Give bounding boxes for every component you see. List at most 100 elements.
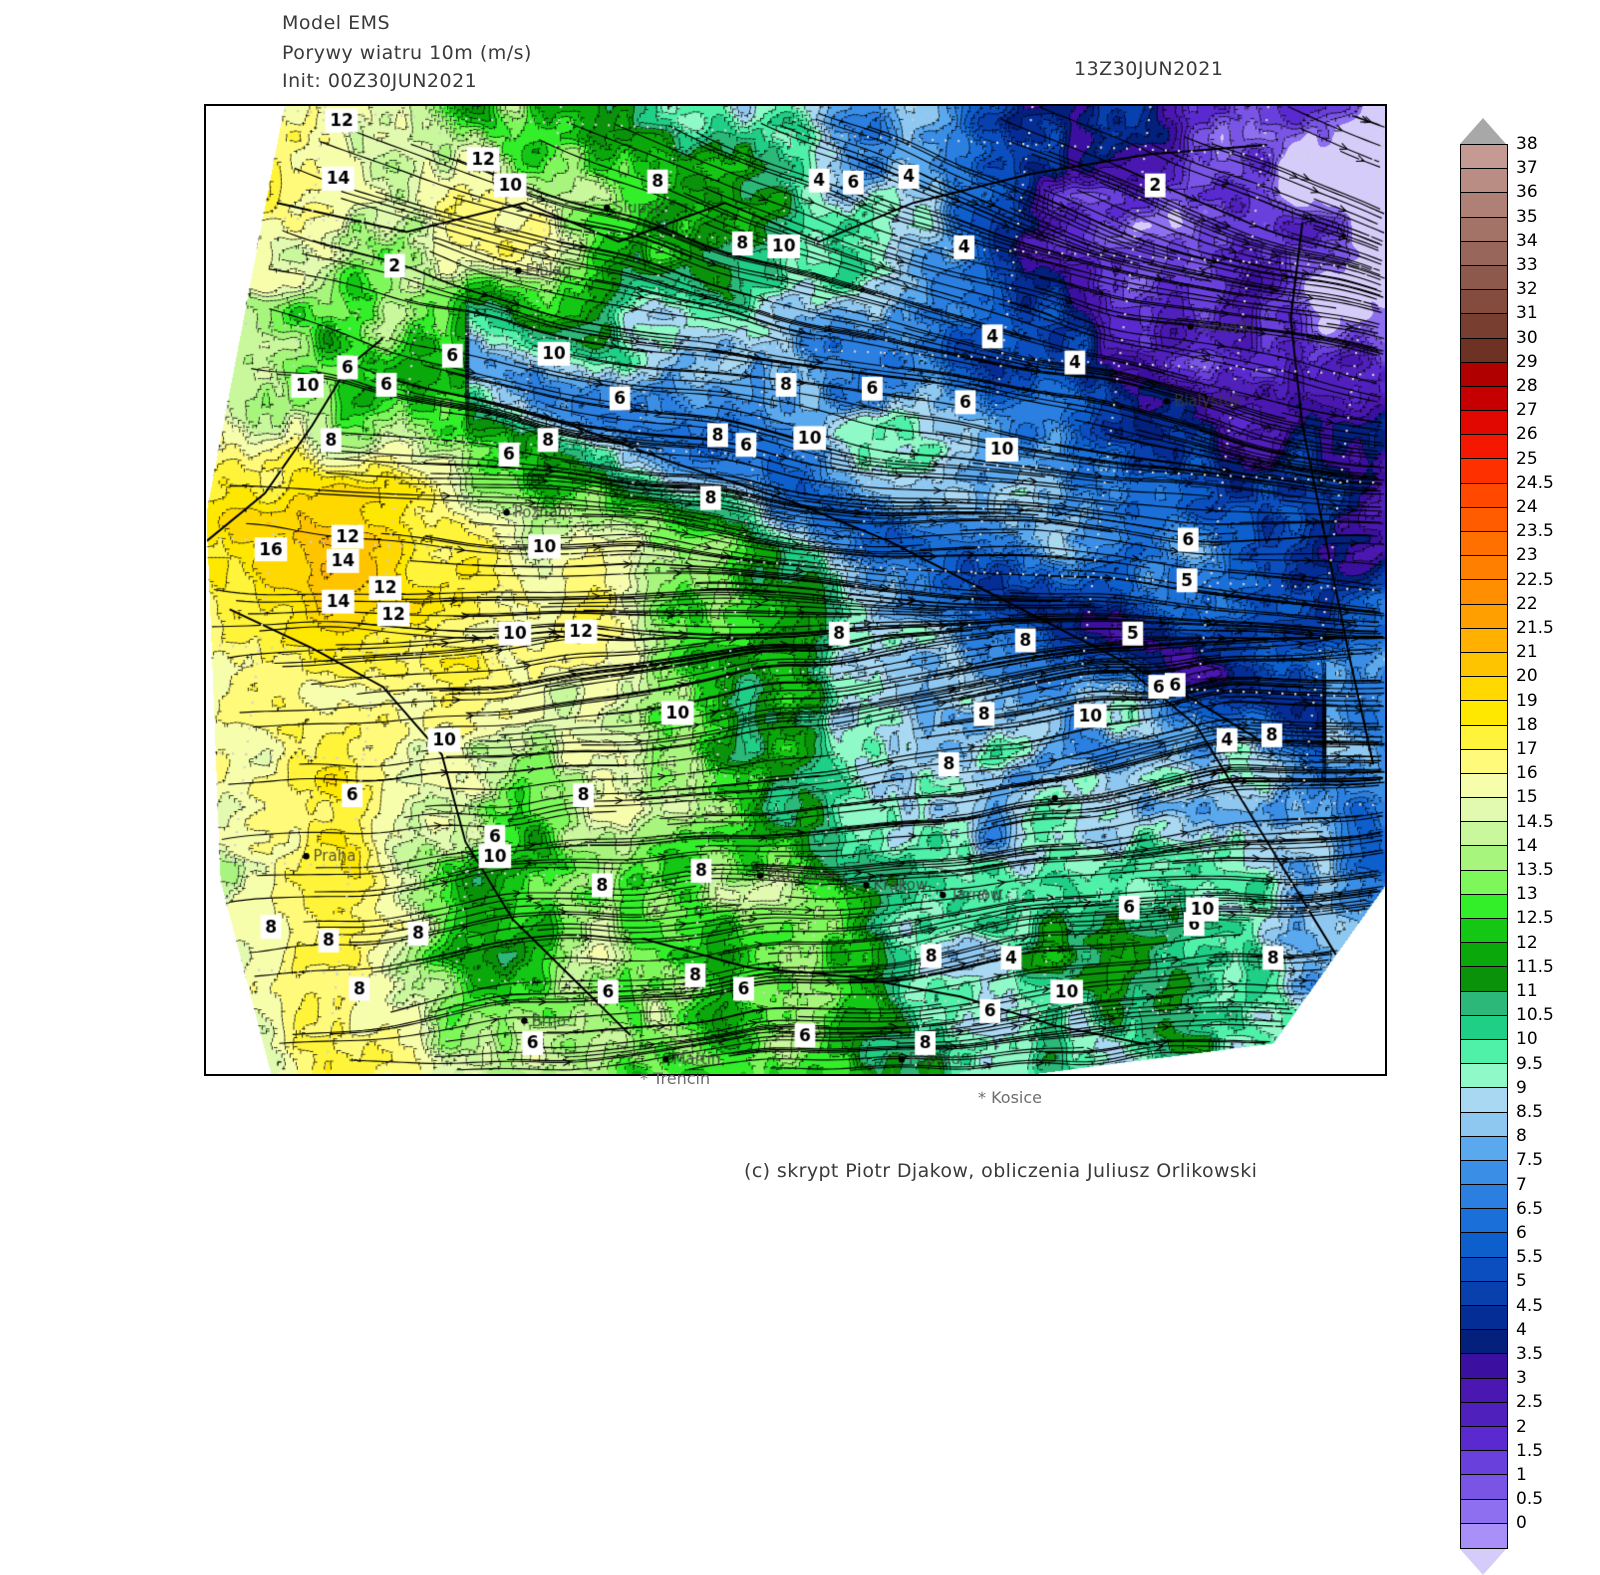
wind-gust-contour-map[interactable] — [206, 106, 1385, 1074]
colorbar-swatch — [1461, 1039, 1507, 1065]
colorbar-swatch — [1461, 1354, 1507, 1379]
city-label-kosice: * Kosice — [978, 1088, 1042, 1107]
weather-map-panel[interactable] — [204, 104, 1387, 1076]
colorbar-tick-label: 3 — [1516, 1368, 1527, 1389]
colorbar-tick-label: 11 — [1516, 981, 1538, 1001]
colorbar-swatch — [1461, 314, 1507, 339]
colorbar-tick-label: 11.5 — [1516, 956, 1554, 977]
colorbar-tick-label: 22 — [1516, 593, 1538, 614]
colorbar-tick-label: 26 — [1516, 424, 1538, 445]
colorbar-swatch — [1461, 1426, 1507, 1452]
colorbar-swatch — [1461, 145, 1507, 170]
colorbar-swatch — [1461, 628, 1507, 653]
colorbar-swatch — [1461, 1281, 1507, 1306]
colorbar-tick-label: 21 — [1516, 642, 1538, 663]
colorbar-tick-label: 4.5 — [1516, 1295, 1544, 1316]
colorbar-tick-label: 0.5 — [1516, 1489, 1544, 1510]
colorbar-tick-label: 12 — [1516, 932, 1538, 953]
colorbar-swatch — [1461, 507, 1507, 532]
colorbar-tick-label: 23 — [1516, 545, 1538, 566]
city-label-trencin: * Trencin — [640, 1069, 711, 1088]
colorbar-tick-label: 18 — [1516, 714, 1538, 735]
colorbar-swatch — [1461, 967, 1507, 992]
header-valid-time: 13Z30JUN2021 — [1074, 58, 1224, 80]
colorbar-swatch — [1461, 701, 1507, 726]
colorbar-tick-label: 17 — [1516, 739, 1538, 759]
colorbar-tick-label: 14 — [1516, 835, 1538, 856]
colorbar-tick-label: 5.5 — [1516, 1247, 1544, 1268]
colorbar-swatch — [1461, 265, 1507, 291]
colorbar-swatch — [1461, 193, 1507, 218]
colorbar-swatch — [1461, 798, 1507, 823]
colorbar-swatch — [1461, 217, 1507, 242]
colorbar-tick-label: 23.5 — [1516, 521, 1554, 542]
colorbar-tick-label: 6.5 — [1516, 1198, 1544, 1219]
colorbar-tick-label: 8 — [1516, 1126, 1527, 1147]
colorbar-tick-label: 8.5 — [1516, 1102, 1544, 1122]
colorbar-tick-label: 21.5 — [1516, 618, 1554, 638]
colorbar-swatch — [1461, 1064, 1507, 1089]
colorbar-swatch — [1461, 411, 1507, 436]
colorbar-tick-label: 33 — [1516, 255, 1538, 275]
colorbar-tick-label: 5 — [1516, 1271, 1527, 1292]
colorbar-swatch — [1461, 1499, 1507, 1524]
colorbar-tick-label: 13 — [1516, 884, 1538, 905]
header-field-name: Porywy wiatru 10m (m/s) — [282, 42, 532, 64]
colorbar-swatch — [1461, 241, 1507, 266]
colorbar-swatch — [1461, 1015, 1507, 1040]
colorbar-swatch — [1461, 1523, 1507, 1548]
colorbar-swatch — [1461, 846, 1507, 871]
colorbar-tick-label: 31 — [1516, 303, 1538, 324]
colorbar-tick-label: 29 — [1516, 351, 1538, 372]
colorbar-tick-label: 6 — [1516, 1223, 1527, 1243]
colorbar-swatch — [1461, 1451, 1507, 1476]
colorbar-tick-label: 7.5 — [1516, 1150, 1544, 1171]
colorbar-swatch — [1461, 1330, 1507, 1355]
colorbar-tick-label: 35 — [1516, 206, 1538, 227]
colorbar-swatch — [1461, 338, 1507, 363]
colorbar-tick-label: 9 — [1516, 1077, 1527, 1098]
colorbar-swatches — [1460, 144, 1508, 1549]
header-model-name: Model EMS — [282, 12, 391, 34]
colorbar-tick-label: 2 — [1516, 1416, 1527, 1437]
colorbar-swatch — [1461, 556, 1507, 581]
colorbar-tick-label: 2.5 — [1516, 1392, 1544, 1413]
colorbar-swatch — [1461, 1378, 1507, 1403]
colorbar-swatch — [1461, 1136, 1507, 1161]
colorbar-swatch — [1461, 362, 1507, 387]
colorbar-tick-label: 37 — [1516, 158, 1538, 179]
colorbar-tick-label: 27 — [1516, 400, 1538, 421]
colorbar-swatch — [1461, 652, 1507, 678]
colorbar-tick-label: 1.5 — [1516, 1440, 1544, 1461]
colorbar-swatch — [1461, 483, 1507, 508]
header-init-time: Init: 00Z30JUN2021 — [282, 70, 478, 92]
colorbar-swatch — [1461, 943, 1507, 968]
colorbar-tick-label: 25 — [1516, 448, 1538, 469]
colorbar-swatch — [1461, 1185, 1507, 1210]
colorbar-tick-label: 15 — [1516, 787, 1538, 808]
colorbar-swatch — [1461, 169, 1507, 194]
colorbar-tick-label: 30 — [1516, 327, 1538, 348]
colorbar-swatch — [1461, 677, 1507, 702]
colorbar-tick-label: 32 — [1516, 279, 1538, 300]
colorbar-swatch — [1461, 386, 1507, 412]
colorbar-underflow-cap-bottom — [1460, 1548, 1506, 1575]
colorbar-swatch — [1461, 580, 1507, 605]
colorbar-tick-label: 9.5 — [1516, 1053, 1544, 1074]
colorbar-tick-label: 22.5 — [1516, 569, 1554, 590]
colorbar-tick-label: 24 — [1516, 497, 1538, 517]
colorbar-tick-label: 28 — [1516, 376, 1538, 396]
colorbar-tick-label: 10 — [1516, 1029, 1538, 1050]
colorbar-tick-label: 4 — [1516, 1319, 1527, 1340]
colorbar-swatch — [1461, 604, 1507, 629]
triangle-up-icon — [1460, 118, 1506, 144]
colorbar-legend: 38 37 36 35 34 33 32 31 30 29 28 27 26 25 24.5 24 23.5 23… — [1452, 118, 1582, 1575]
colorbar-swatch — [1461, 290, 1507, 315]
colorbar-swatch — [1461, 1306, 1507, 1331]
colorbar-swatch — [1461, 1088, 1507, 1113]
colorbar-swatch — [1461, 870, 1507, 895]
colorbar-tick-label: 34 — [1516, 230, 1538, 251]
colorbar-swatch — [1461, 725, 1507, 750]
colorbar-swatch — [1461, 435, 1507, 460]
colorbar-swatch — [1461, 1209, 1507, 1234]
